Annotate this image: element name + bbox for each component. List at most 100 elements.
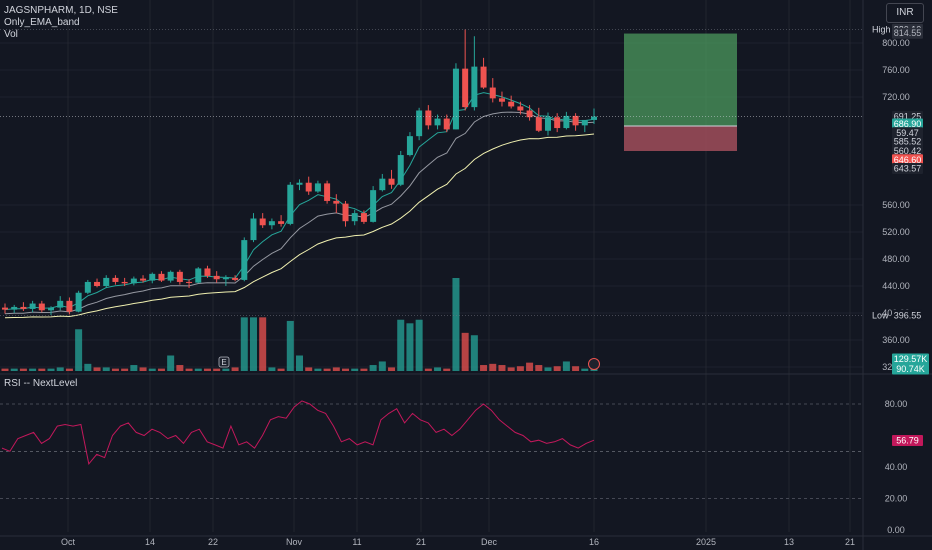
- time-tick-label: 21: [845, 537, 855, 547]
- time-axis[interactable]: Oct 14 22 Nov 11 21 Dec 16 2025 13 21: [61, 537, 855, 547]
- candle-body: [314, 183, 321, 192]
- volume-bar: [443, 368, 451, 371]
- candle-body: [360, 213, 367, 222]
- candle-body: [176, 271, 183, 282]
- position-loss-zone[interactable]: [624, 126, 737, 151]
- price-axis[interactable]: 800.00 760.00 720.00 560.00 520.00 480.00 440.…: [872, 23, 929, 375]
- ema-line: [4, 133, 595, 319]
- event-markers[interactable]: E: [218, 356, 600, 370]
- volume-bar: [572, 366, 580, 371]
- volume-bar: [286, 320, 294, 371]
- volume-bar: [562, 361, 570, 371]
- candle-body: [140, 278, 147, 281]
- candle-body: [305, 182, 312, 192]
- candle-body: [278, 221, 285, 224]
- currency-button[interactable]: INR: [886, 3, 924, 23]
- volume-bar: [203, 368, 211, 371]
- candle-body: [222, 277, 229, 280]
- candle-body: [397, 155, 404, 185]
- price-tag: 646.60: [894, 155, 922, 165]
- rsi-tick-label: 40.00: [885, 462, 908, 472]
- candlestick-series: [2, 29, 597, 316]
- price-tag-bg: [892, 118, 923, 130]
- price-tag: 814.55: [894, 28, 922, 38]
- low-label: Low: [872, 310, 889, 320]
- position-profit-zone[interactable]: [624, 33, 737, 127]
- volume-bar: [480, 365, 488, 371]
- volume-bar: [526, 362, 534, 371]
- low-value-tag: 396.55: [894, 310, 922, 320]
- volume-bar: [231, 367, 239, 371]
- volume-bar: [360, 368, 368, 371]
- candle-body: [425, 110, 432, 126]
- candle-body: [296, 182, 303, 185]
- time-tick-label: Nov: [286, 537, 303, 547]
- candle-body: [149, 273, 156, 281]
- volume-bar: [111, 368, 119, 371]
- indicator-legend-vol[interactable]: Vol: [4, 29, 18, 40]
- volume-bar: [296, 355, 303, 371]
- candle-body: [535, 117, 542, 131]
- volume-bar: [240, 317, 248, 371]
- candle-body: [370, 190, 377, 222]
- volume-bar: [581, 368, 589, 371]
- price-tick-label: 360.00: [882, 335, 910, 345]
- volume-bar: [167, 355, 175, 371]
- earnings-marker[interactable]: [218, 356, 230, 368]
- candle-body: [581, 119, 588, 126]
- price-tag-bg: [892, 27, 923, 39]
- volume-bar: [507, 367, 515, 371]
- symbol-legend[interactable]: JAGSNPHARM, 1D, NSE: [4, 5, 118, 16]
- volume-bar: [461, 332, 469, 371]
- candle-body: [94, 281, 101, 286]
- volume-bar: [249, 317, 257, 371]
- price-tag-bg: [892, 163, 923, 175]
- volume-bar: [369, 365, 377, 371]
- volume-bar: [47, 368, 55, 371]
- candle-body: [186, 281, 193, 283]
- price-tag: 643.57: [894, 164, 922, 174]
- rsi-legend[interactable]: RSI -- NextLevel: [4, 378, 78, 389]
- candle-body: [204, 268, 211, 276]
- price-tick-label: 720.00: [882, 92, 910, 102]
- candle-body: [388, 178, 395, 185]
- volume-tag-bg: [892, 353, 929, 365]
- candle-body: [103, 277, 110, 286]
- earnings-marker-label: E: [221, 358, 226, 367]
- price-tick-label: 520.00: [882, 227, 910, 237]
- volume-bar: [470, 335, 478, 371]
- volume-bar: [342, 368, 350, 371]
- volume-tag: 129.57K: [894, 354, 928, 364]
- indicator-legend-ema[interactable]: Only_EMA_band: [4, 17, 80, 28]
- volume-bar: [194, 368, 202, 371]
- candle-body: [342, 203, 349, 222]
- volume-bars: [1, 278, 598, 371]
- volume-bar: [222, 368, 230, 371]
- volume-bar: [378, 361, 386, 371]
- time-tick-label: 13: [784, 537, 794, 547]
- price-tick-label: 760.00: [882, 65, 910, 75]
- time-tick-label: 11: [352, 537, 361, 547]
- candle-body: [167, 271, 174, 281]
- price-tag: 585.52: [894, 137, 922, 147]
- rsi-value-tag: 56.79: [896, 436, 919, 446]
- volume-bar: [268, 367, 276, 371]
- price-tag-bg: [892, 127, 923, 139]
- volume-bar: [75, 329, 83, 371]
- price-tag: 560.42: [894, 146, 922, 156]
- volume-bar: [38, 368, 46, 371]
- candle-body: [75, 292, 82, 312]
- candle-body: [480, 66, 487, 88]
- volume-bar: [535, 365, 543, 371]
- candle-body: [38, 303, 45, 311]
- volume-bar: [65, 368, 73, 371]
- candle-body: [29, 303, 36, 309]
- candle-body: [591, 116, 597, 120]
- candle-body: [489, 87, 496, 99]
- low-value-tag-bg: [892, 309, 923, 321]
- candle-body: [287, 184, 294, 224]
- lightning-icon[interactable]: [588, 358, 600, 370]
- volume-bar: [259, 317, 267, 371]
